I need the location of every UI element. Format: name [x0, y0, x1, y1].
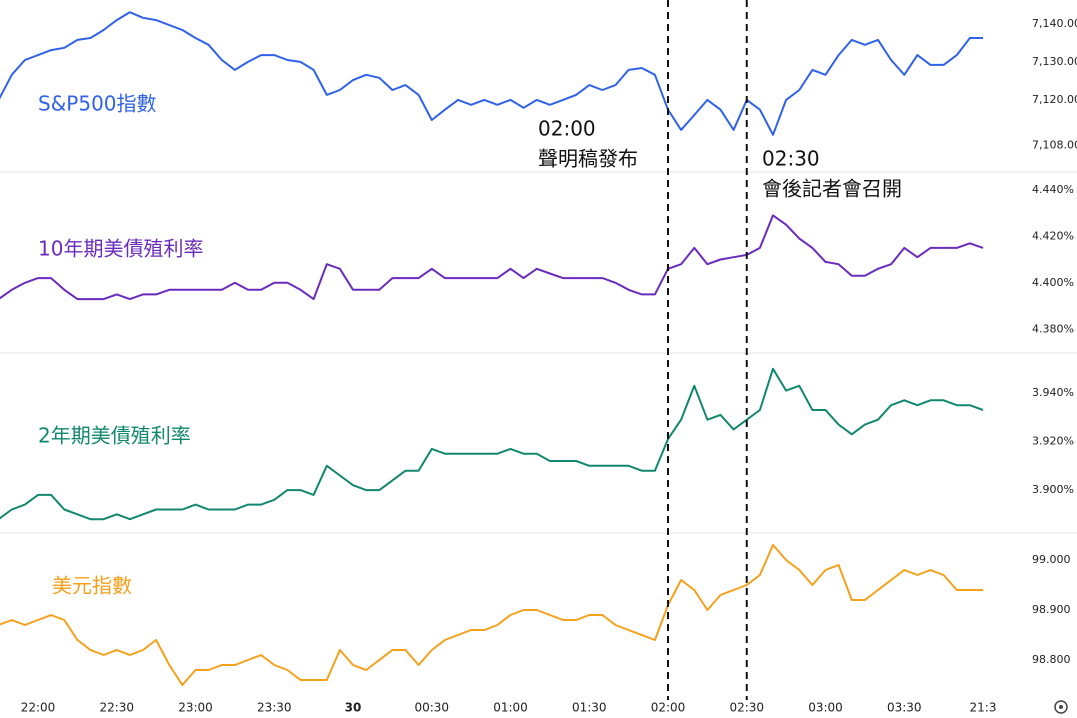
annotation-time: 02:30	[762, 147, 820, 171]
series-line	[0, 214, 984, 301]
x-tick-label: 00:30	[414, 701, 449, 715]
x-tick-label: 30	[345, 701, 362, 715]
series-label: 10年期美債殖利率	[38, 237, 203, 261]
series-label: S&P500指數	[38, 92, 157, 116]
series-label: 美元指數	[52, 574, 132, 598]
annotation-text: 會後記者會召開	[762, 177, 902, 201]
x-tick-label: 02:00	[651, 701, 686, 715]
series-line	[0, 11, 983, 136]
y-tick-label: 99.000	[1032, 553, 1071, 566]
y-tick-label: 7,130.00	[1032, 55, 1077, 68]
annotation-text: 聲明稿發布	[538, 147, 638, 171]
x-tick-label: 01:00	[493, 701, 528, 715]
y-tick-label: 7,108.00	[1032, 138, 1077, 151]
x-tick-label: 22:00	[21, 701, 56, 715]
y-tick-label: 4.380%	[1032, 322, 1074, 335]
x-tick-label: 22:30	[99, 701, 134, 715]
series-label: 2年期美債殖利率	[38, 424, 191, 448]
series-line	[0, 544, 983, 686]
x-tick-label: 02:30	[729, 701, 764, 715]
y-tick-label: 3.940%	[1032, 386, 1074, 399]
x-tick-label: 21:3	[970, 701, 997, 715]
y-tick-label: 7,120.00	[1032, 93, 1077, 106]
y-tick-label: 4.400%	[1032, 276, 1074, 289]
x-tick-label: 01:30	[572, 701, 607, 715]
y-tick-label: 98.800	[1032, 653, 1071, 666]
settings-icon[interactable]	[1054, 700, 1068, 714]
y-tick-label: 4.440%	[1032, 183, 1074, 196]
x-tick-label: 23:00	[178, 701, 213, 715]
y-tick-label: 98.900	[1032, 603, 1071, 616]
x-tick-label: 03:00	[808, 701, 843, 715]
x-tick-label: 03:30	[887, 701, 922, 715]
y-tick-label: 3.900%	[1032, 483, 1074, 496]
series-line	[0, 367, 984, 521]
y-tick-label: 7,140.00	[1032, 17, 1077, 30]
annotation-time: 02:00	[538, 117, 596, 141]
x-tick-label: 23:30	[257, 701, 292, 715]
y-tick-label: 4.420%	[1032, 229, 1074, 242]
y-tick-label: 3.920%	[1032, 435, 1074, 448]
